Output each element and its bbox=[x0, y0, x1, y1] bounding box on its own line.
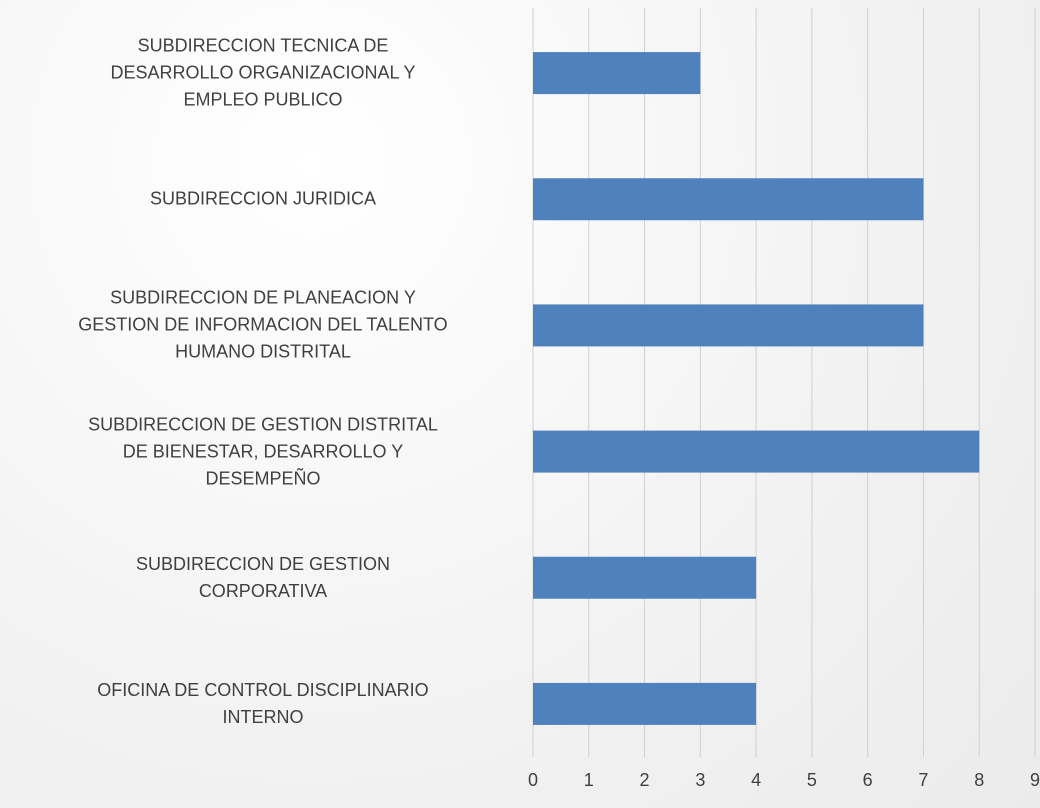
x-tick-label: 5 bbox=[807, 770, 817, 790]
y-tick-label: SUBDIRECCION TECNICA DE DESARROLLO ORGAN… bbox=[110, 35, 416, 110]
y-tick-label: SUBDIRECCION JURIDICA bbox=[149, 188, 377, 209]
x-tick-label: 1 bbox=[584, 770, 594, 790]
bar bbox=[533, 556, 757, 599]
x-tick-label: 3 bbox=[695, 770, 705, 790]
x-tick-label: 8 bbox=[974, 770, 984, 790]
y-tick-label: SUBDIRECCION DE GESTION DISTRITAL DE BIE… bbox=[88, 414, 438, 489]
bar bbox=[533, 178, 924, 221]
bar bbox=[533, 52, 701, 95]
y-tick-label: SUBDIRECCION DE PLANEACION Y GESTION DE … bbox=[78, 287, 448, 362]
x-tick-label: 0 bbox=[528, 770, 538, 790]
x-tick-label: 4 bbox=[751, 770, 761, 790]
y-tick-label: OFICINA DE CONTROL DISCIPLINARIO INTERNO bbox=[97, 679, 429, 727]
bar bbox=[533, 682, 757, 725]
x-tick-label: 7 bbox=[918, 770, 928, 790]
x-tick-label: 2 bbox=[640, 770, 650, 790]
y-tick-label: SUBDIRECCION DE GESTION CORPORATIVA bbox=[135, 553, 391, 601]
bar bbox=[533, 430, 980, 473]
x-tick-label: 6 bbox=[863, 770, 873, 790]
bar bbox=[533, 304, 924, 347]
x-tick-label: 9 bbox=[1030, 770, 1040, 790]
